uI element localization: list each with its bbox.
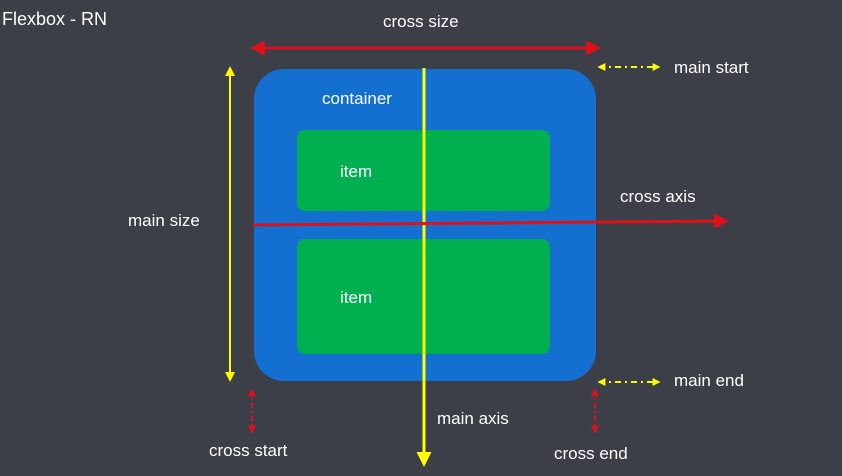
main-size-label: main size xyxy=(128,211,200,230)
cross-size-label: cross size xyxy=(383,12,459,31)
cross-axis-arrow xyxy=(252,213,729,229)
main-start-label: main start xyxy=(674,58,749,77)
main-axis-label: main axis xyxy=(437,409,509,428)
item-1-label: item xyxy=(340,162,373,181)
cross-axis-label: cross axis xyxy=(620,187,696,206)
item-2-label: item xyxy=(340,288,373,307)
cross-end-label: cross end xyxy=(554,444,628,463)
cross-start-label: cross start xyxy=(209,441,288,460)
container-label: container xyxy=(322,89,392,108)
main-end-label: main end xyxy=(674,371,744,390)
slide-title: Flexbox - RN xyxy=(2,9,108,29)
